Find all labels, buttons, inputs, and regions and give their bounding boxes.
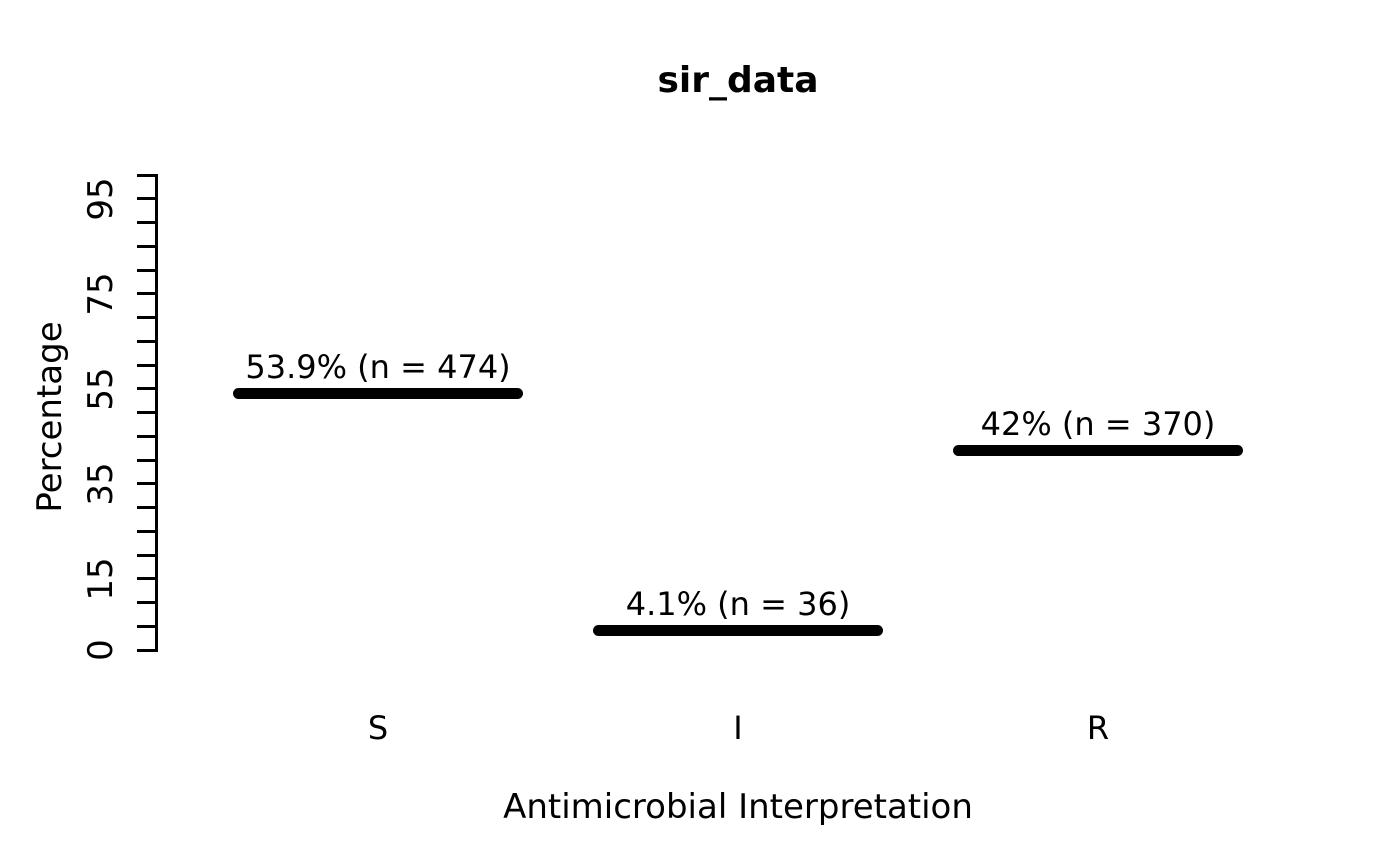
y-axis-tick-label: 75 [81, 272, 121, 316]
y-axis-tick-label: 35 [81, 462, 121, 506]
y-axis-tick [137, 648, 156, 652]
bar-segment-S [233, 388, 523, 400]
y-axis-tick-label: 55 [81, 367, 121, 411]
x-category-label-R: R [1086, 709, 1110, 747]
y-axis-tick [137, 434, 156, 438]
y-axis-line [154, 173, 158, 652]
x-category-label-I: I [733, 709, 743, 747]
chart-title: sir_data [657, 60, 819, 101]
y-axis-tick [137, 553, 156, 557]
y-axis-tick-label: 95 [81, 177, 121, 221]
y-axis-tick [137, 624, 156, 628]
y-axis-tick-label: 15 [81, 557, 121, 601]
y-axis-tick [137, 411, 156, 414]
bar-segment-I [593, 625, 883, 637]
bar-value-label-S: 53.9% (n = 474) [245, 348, 511, 387]
bar-segment-R [953, 445, 1243, 456]
y-axis-tick [137, 339, 156, 343]
y-axis-tick-label: 0 [81, 639, 121, 661]
x-category-label-S: S [367, 709, 389, 747]
x-axis-title: Antimicrobial Interpretation [503, 787, 973, 827]
y-axis-tick [137, 482, 156, 486]
y-axis-tick [137, 221, 156, 224]
y-axis-tick [137, 268, 156, 272]
y-axis-tick [137, 363, 156, 367]
y-axis-tick [137, 387, 156, 391]
y-axis-tick [137, 577, 156, 581]
y-axis-tick [137, 292, 156, 296]
y-axis-tick [137, 458, 156, 462]
y-axis-tick [137, 506, 156, 509]
y-axis-tick [137, 529, 156, 533]
bar-value-label-I: 4.1% (n = 36) [625, 585, 851, 624]
y-axis-tick [137, 601, 156, 604]
y-axis-tick [137, 197, 156, 201]
y-axis-tick [137, 316, 156, 319]
bar-value-label-R: 42% (n = 370) [980, 405, 1216, 443]
y-axis-tick [137, 173, 156, 177]
y-axis-tick [137, 244, 156, 248]
